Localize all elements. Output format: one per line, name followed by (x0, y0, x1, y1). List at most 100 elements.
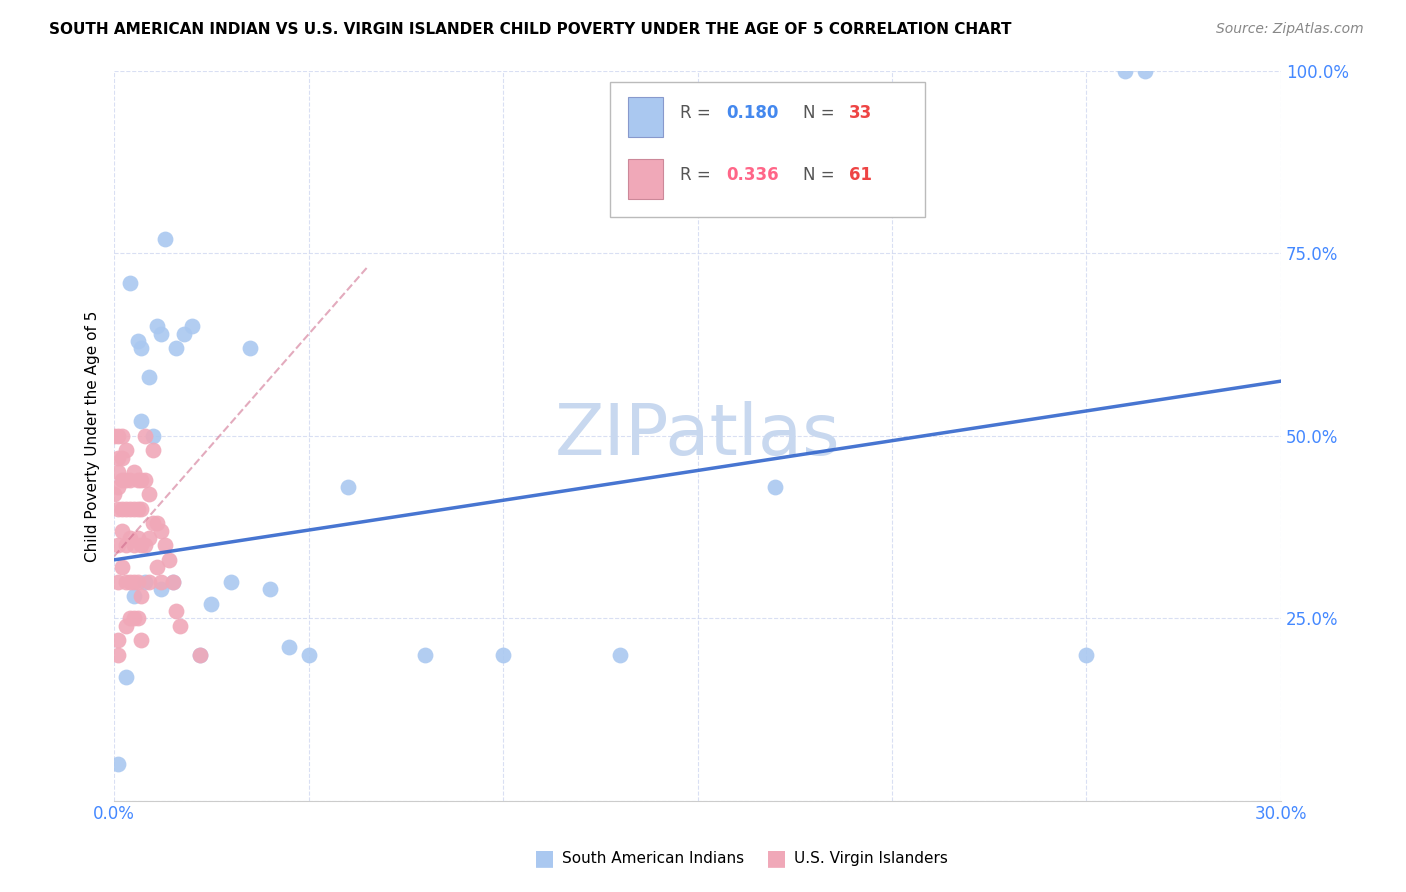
Point (131, 633, 153, 648)
Point (415, 648, 437, 662)
Text: R =: R = (681, 103, 716, 122)
Point (127, 334, 149, 348)
Point (111, 429, 134, 443)
Point (162, 574, 184, 589)
Text: R =: R = (681, 166, 716, 184)
Point (107, 429, 129, 443)
Point (111, 473, 134, 487)
Point (131, 341, 153, 355)
Point (138, 370, 160, 384)
Point (115, 574, 138, 589)
Text: 61: 61 (849, 166, 872, 184)
Point (763, 480, 786, 494)
Point (107, 757, 129, 772)
Text: N =: N = (803, 103, 839, 122)
Text: Source: ZipAtlas.com: Source: ZipAtlas.com (1216, 22, 1364, 37)
Point (107, 574, 129, 589)
Point (115, 618, 138, 632)
Point (131, 590, 153, 604)
Point (142, 516, 165, 531)
Text: ■: ■ (534, 848, 555, 868)
Point (1076, 648, 1098, 662)
Point (131, 473, 153, 487)
Point (134, 538, 156, 552)
Point (153, 232, 176, 246)
Point (127, 611, 149, 625)
Point (138, 487, 160, 501)
Point (115, 473, 138, 487)
Point (127, 473, 149, 487)
Point (115, 538, 138, 552)
FancyBboxPatch shape (627, 96, 662, 136)
Text: U.S. Virgin Islanders: U.S. Virgin Islanders (794, 851, 948, 865)
Point (200, 597, 222, 611)
Point (157, 553, 180, 567)
Point (138, 574, 160, 589)
Point (107, 501, 129, 516)
Point (107, 466, 129, 480)
Point (138, 531, 160, 545)
Point (122, 466, 145, 480)
Point (118, 611, 141, 625)
Point (115, 443, 138, 458)
Point (336, 480, 359, 494)
Point (118, 473, 141, 487)
Point (1133, 64, 1156, 78)
Point (142, 443, 165, 458)
Point (127, 501, 149, 516)
Point (118, 531, 141, 545)
Point (122, 590, 145, 604)
Point (134, 473, 156, 487)
Text: SOUTH AMERICAN INDIAN VS U.S. VIRGIN ISLANDER CHILD POVERTY UNDER THE AGE OF 5 C: SOUTH AMERICAN INDIAN VS U.S. VIRGIN ISL… (49, 22, 1012, 37)
Text: South American Indians: South American Indians (562, 851, 745, 865)
Point (146, 319, 169, 334)
Point (107, 480, 129, 494)
Point (131, 414, 153, 428)
Point (181, 319, 204, 334)
Point (169, 618, 191, 632)
Point (131, 538, 153, 552)
Point (146, 560, 169, 574)
FancyBboxPatch shape (627, 159, 662, 199)
Point (492, 648, 515, 662)
Point (111, 524, 134, 538)
Point (142, 429, 165, 443)
FancyBboxPatch shape (610, 82, 925, 217)
Point (165, 604, 187, 618)
Point (118, 501, 141, 516)
Point (134, 574, 156, 589)
Point (146, 516, 169, 531)
Point (115, 670, 138, 684)
Point (122, 611, 145, 625)
Point (122, 574, 145, 589)
Point (1114, 64, 1136, 78)
Point (219, 574, 242, 589)
Text: 0.336: 0.336 (727, 166, 779, 184)
Point (122, 538, 145, 552)
Point (127, 574, 149, 589)
Text: 33: 33 (849, 103, 873, 122)
Point (188, 648, 211, 662)
Point (107, 450, 129, 465)
Point (298, 648, 321, 662)
Point (118, 276, 141, 290)
Point (149, 524, 172, 538)
Text: ZIPatlas: ZIPatlas (555, 401, 841, 470)
Point (111, 450, 134, 465)
Point (153, 538, 176, 552)
Point (111, 560, 134, 574)
Point (118, 574, 141, 589)
Point (127, 531, 149, 545)
Point (107, 633, 129, 648)
Point (103, 429, 125, 443)
Point (149, 574, 172, 589)
Point (188, 648, 211, 662)
Point (111, 501, 134, 516)
Point (259, 582, 281, 596)
Point (134, 429, 156, 443)
Point (107, 648, 129, 662)
Point (107, 538, 129, 552)
Point (122, 501, 145, 516)
Text: N =: N = (803, 166, 839, 184)
Point (115, 501, 138, 516)
